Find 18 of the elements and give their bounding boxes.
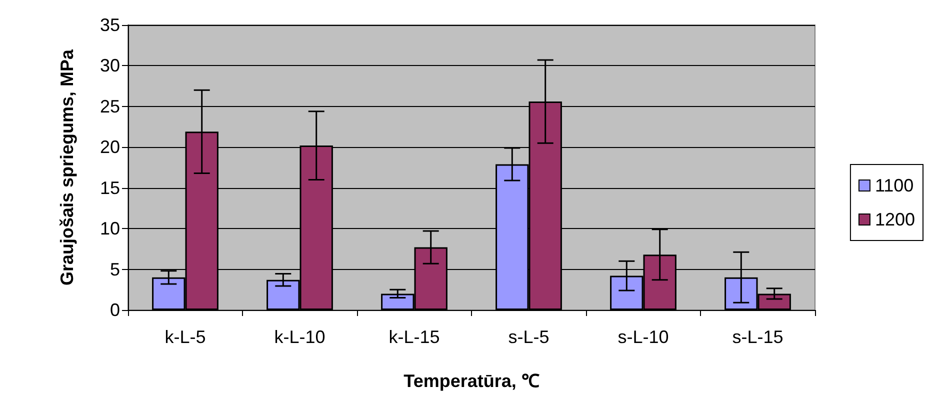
y-tick-label: 35 bbox=[100, 15, 120, 35]
y-tick-label: 0 bbox=[110, 300, 120, 320]
x-tick-label: k-L-5 bbox=[164, 327, 206, 347]
y-tick-label: 10 bbox=[100, 218, 120, 239]
y-tick-label: 20 bbox=[100, 137, 120, 158]
x-tick-label: k-L-15 bbox=[388, 327, 440, 347]
x-tick-label: k-L-10 bbox=[274, 327, 326, 347]
x-tick-label: s-L-10 bbox=[618, 327, 669, 347]
legend-label: 1200 bbox=[874, 210, 916, 230]
y-tick-label: 30 bbox=[100, 56, 120, 76]
y-tick-label: 15 bbox=[100, 178, 120, 198]
y-axis-title: Graujošais spriegums, MPa bbox=[57, 48, 77, 286]
legend-label: 1100 bbox=[874, 176, 914, 196]
x-tick-label: s-L-15 bbox=[732, 327, 784, 347]
y-tick-label: 5 bbox=[110, 259, 120, 280]
x-tick-label: s-L-5 bbox=[508, 327, 550, 347]
x-axis-title: Temperatūra, ℃ bbox=[404, 371, 540, 391]
y-tick-label: 25 bbox=[100, 96, 120, 116]
